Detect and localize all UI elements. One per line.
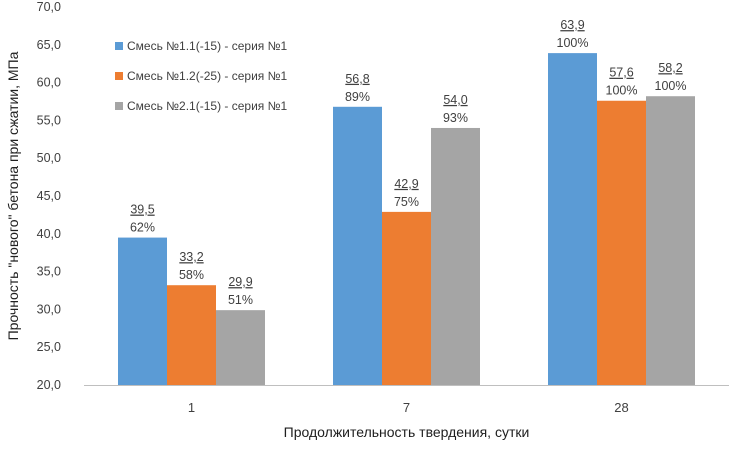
legend-swatch: [115, 72, 123, 80]
x-tick-label: 7: [403, 400, 410, 415]
bar-value-label: 63,9: [560, 18, 584, 32]
y-tick-label: 55,0: [37, 113, 61, 127]
bar-value-label: 39,5: [130, 203, 154, 217]
bar-value-label: 29,9: [228, 275, 252, 289]
legend-label: Смесь №1.2(-25) - серия №1: [127, 69, 287, 83]
y-tick-label: 35,0: [37, 265, 61, 279]
bar-percent-label: 75%: [394, 195, 419, 209]
bar-percent-label: 89%: [345, 90, 370, 104]
x-tick-label: 1: [188, 400, 195, 415]
bar: [548, 53, 597, 386]
y-tick-label: 70,0: [37, 0, 61, 14]
bar-percent-label: 58%: [179, 268, 204, 282]
bar: [216, 310, 265, 385]
bar: [333, 106, 382, 386]
bar-value-label: 56,8: [345, 72, 369, 86]
bar-value-label: 54,0: [443, 93, 467, 107]
bar-percent-label: 100%: [557, 36, 589, 50]
bar-value-label: 42,9: [394, 177, 418, 191]
bar-percent-label: 100%: [655, 79, 687, 93]
y-tick-label: 30,0: [37, 302, 61, 316]
bar-value-label: 33,2: [179, 250, 203, 264]
bar-percent-label: 93%: [443, 111, 468, 125]
bar-value-label: 58,2: [658, 61, 682, 75]
bar-value-label: 57,6: [609, 66, 633, 80]
y-tick-label: 25,0: [37, 340, 61, 354]
y-tick-label: 65,0: [37, 38, 61, 52]
y-tick-label: 50,0: [37, 151, 61, 165]
bar: [597, 100, 646, 385]
bar: [118, 237, 167, 385]
legend-swatch: [115, 42, 123, 50]
bar: [382, 211, 431, 385]
bar-percent-label: 100%: [606, 84, 638, 98]
legend-label: Смесь №1.1(-15) - серия №1: [127, 39, 287, 53]
bar: [167, 285, 216, 385]
bar-percent-label: 51%: [228, 293, 253, 307]
y-tick-label: 45,0: [37, 189, 61, 203]
y-tick-label: 40,0: [37, 227, 61, 241]
bar: [646, 96, 695, 385]
bar: [431, 127, 480, 386]
y-axis-title: Прочность "нового" бетона при сжатии, МП…: [5, 51, 21, 340]
legend-swatch: [115, 102, 123, 110]
legend-label: Смесь №2.1(-15) - серия №1: [127, 99, 287, 113]
y-tick-label: 60,0: [37, 76, 61, 90]
x-axis-title: Продолжительность твердения, сутки: [284, 424, 530, 440]
x-tick-label: 28: [614, 400, 628, 415]
y-tick-label: 20,0: [37, 378, 61, 392]
bar-percent-label: 62%: [130, 221, 155, 235]
